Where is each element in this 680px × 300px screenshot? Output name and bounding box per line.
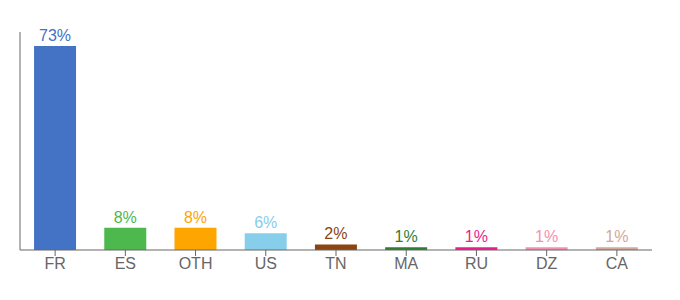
svg-text:MA: MA	[394, 255, 418, 272]
svg-text:8%: 8%	[184, 209, 207, 226]
svg-text:RU: RU	[465, 255, 488, 272]
svg-text:ES: ES	[115, 255, 136, 272]
svg-text:6%: 6%	[254, 214, 277, 231]
svg-text:8%: 8%	[114, 209, 137, 226]
svg-text:DZ: DZ	[536, 255, 558, 272]
svg-text:2%: 2%	[324, 225, 347, 242]
svg-text:TN: TN	[325, 255, 346, 272]
svg-text:1%: 1%	[395, 228, 418, 245]
svg-text:1%: 1%	[605, 228, 628, 245]
svg-text:OTH: OTH	[179, 255, 213, 272]
svg-text:1%: 1%	[465, 228, 488, 245]
svg-text:CA: CA	[606, 255, 629, 272]
svg-text:FR: FR	[44, 255, 65, 272]
svg-text:73%: 73%	[39, 27, 71, 44]
svg-text:1%: 1%	[535, 228, 558, 245]
svg-text:US: US	[255, 255, 277, 272]
